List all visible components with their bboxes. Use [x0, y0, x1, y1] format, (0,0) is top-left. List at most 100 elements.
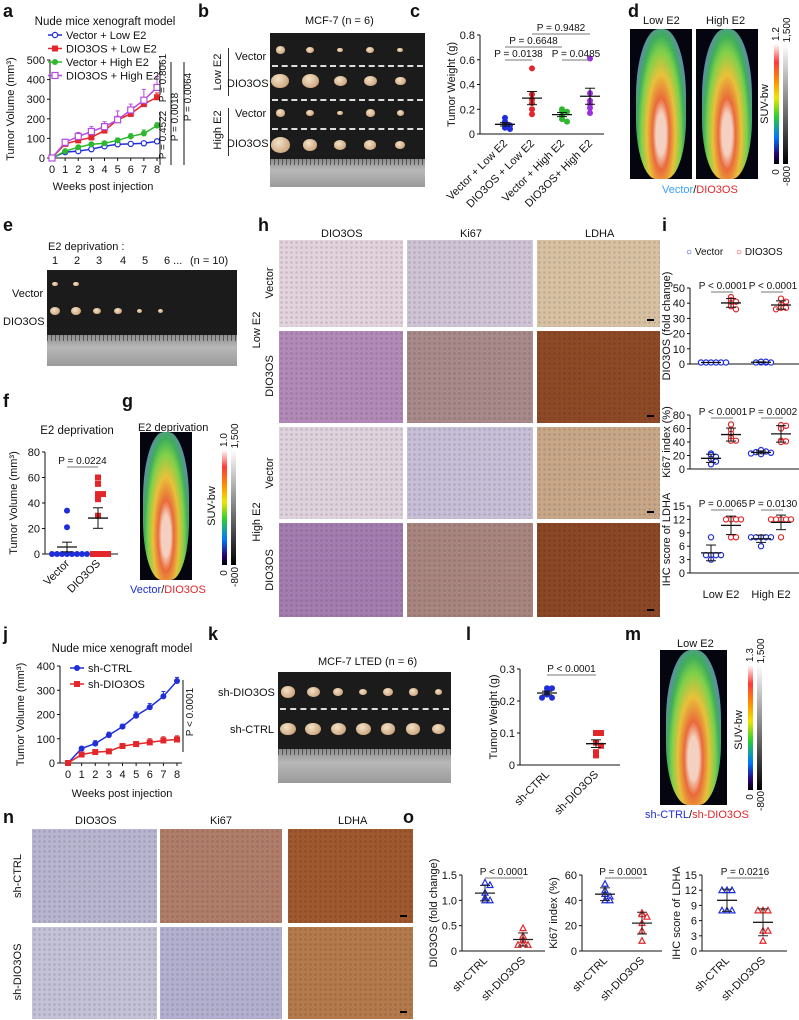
- data-point: [59, 551, 65, 557]
- y-tick-label: 20: [28, 524, 40, 536]
- y-tick-label: 6: [691, 916, 697, 928]
- y-tick-label: 9: [691, 900, 697, 912]
- y-tick-label: 300: [27, 94, 45, 106]
- panel-letter-n: n: [3, 807, 14, 827]
- m-title: Low E2: [677, 638, 714, 650]
- legend-label: DIO3OS + Low E2: [66, 44, 157, 56]
- ruler: [47, 335, 237, 366]
- h-column-header: LDHA: [585, 228, 615, 240]
- y-axis-label: IHC score of LDHA: [661, 492, 673, 586]
- data-point: [48, 154, 56, 162]
- data-point: [74, 551, 80, 557]
- divider: [272, 128, 423, 130]
- x-tick-label: 1: [62, 164, 68, 176]
- x-tick-label: 3: [106, 769, 112, 781]
- y-tick-label: 10: [673, 344, 685, 356]
- p-value: P < 0.0001: [749, 281, 798, 292]
- tumor: [355, 723, 371, 735]
- legend-label: Vector + High E2: [66, 57, 149, 69]
- data-point: [767, 516, 775, 523]
- data-point: [75, 144, 82, 151]
- data-point: [146, 704, 153, 711]
- y-tick-label: 0: [451, 946, 457, 958]
- data-point: [49, 551, 55, 557]
- data-point: [119, 723, 126, 730]
- chart-title: Nude mice xenograft model: [35, 16, 176, 28]
- scale-bar: [647, 415, 654, 417]
- tumor: [431, 723, 445, 735]
- ihc-image: [32, 829, 157, 923]
- data-point: [105, 748, 112, 755]
- legend-marker: [51, 31, 59, 39]
- legend-marker: [52, 59, 58, 65]
- tumor: [434, 689, 442, 695]
- data-point: [598, 742, 604, 749]
- tumor: [337, 110, 343, 116]
- y-tick-label: 12: [685, 885, 697, 897]
- y-tick-label: 6: [679, 541, 685, 553]
- d-column-low-e2: Low E2: [643, 15, 680, 27]
- e-number: 2: [74, 255, 81, 267]
- data-point: [114, 137, 121, 144]
- legend-label: sh-CTRL: [88, 663, 132, 675]
- tumor: [365, 109, 375, 117]
- data-point: [101, 140, 108, 147]
- tumor: [93, 307, 101, 315]
- x-category-label: DIO3OS: [65, 558, 103, 596]
- tumor: [333, 688, 343, 696]
- data-point: [753, 905, 763, 914]
- data-point: [95, 480, 101, 487]
- y-tick-label: 0.5: [442, 921, 457, 933]
- p-value: P < 0.0001: [699, 281, 748, 292]
- y-tick-label: 0: [34, 549, 40, 561]
- data-point: [732, 534, 740, 541]
- colorbar-gray: [757, 665, 762, 790]
- tumor: [408, 688, 418, 696]
- legend-marker: [74, 681, 80, 687]
- data-point: [95, 474, 101, 481]
- ihc-image: [279, 427, 403, 519]
- panel-letter-b: b: [198, 1, 209, 21]
- tumor: [114, 307, 122, 315]
- ihc-image: [160, 829, 282, 923]
- ihc-image: [407, 331, 533, 423]
- y-tick-label: 60: [565, 870, 577, 882]
- data-point: [140, 140, 148, 147]
- p-value: P = 0.0485: [552, 49, 601, 60]
- data-point: [90, 551, 96, 557]
- p-value: P = 0.8061: [158, 53, 169, 102]
- caption-sep: /: [161, 584, 165, 596]
- y-tick-label: 1.5: [442, 870, 457, 882]
- p-value: P = 0.0224: [58, 456, 107, 467]
- ihc-image: [537, 331, 660, 423]
- y-tick-label: 0: [469, 129, 475, 141]
- legend-marker: [52, 45, 58, 52]
- y-axis-label: Tumor Weight (g): [446, 42, 458, 127]
- data-point: [727, 885, 737, 894]
- tumor: [306, 46, 314, 54]
- e-number: 6 ...: [164, 255, 183, 267]
- ihc-image: [537, 427, 660, 519]
- ihc-image: [288, 927, 413, 1019]
- data-point: [95, 551, 101, 557]
- tumor: [363, 75, 377, 87]
- data-point: [732, 306, 740, 313]
- data-point: [587, 105, 593, 112]
- data-point: [564, 118, 570, 125]
- y-tick-label: 15: [685, 870, 697, 882]
- p-value: P < 0.0001: [547, 664, 596, 675]
- y-tick-label: 0: [571, 946, 577, 958]
- data-point: [62, 148, 69, 155]
- i-legend-vector: ○ Vector: [686, 247, 724, 258]
- data-point: [154, 94, 160, 101]
- x-tick-label: 0: [49, 164, 55, 176]
- tumor: [334, 140, 346, 150]
- divider: [272, 99, 423, 101]
- k-row-label: sh-CTRL: [230, 724, 275, 736]
- y-tick-label: 0.4: [460, 80, 475, 92]
- x-tick-label: 2: [75, 164, 81, 176]
- caption-sh-ctrl: sh-CTRL: [645, 809, 690, 821]
- panel-letter-j: j: [3, 624, 9, 644]
- x-tick-label: 6: [147, 769, 153, 781]
- tumor: [303, 139, 317, 151]
